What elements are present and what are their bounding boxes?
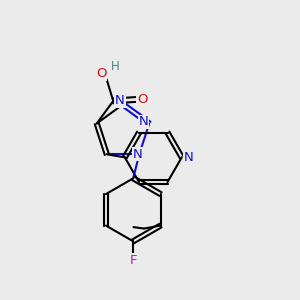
Text: O: O	[96, 68, 106, 80]
Text: N: N	[115, 94, 125, 107]
Text: O: O	[137, 93, 148, 106]
Text: F: F	[130, 254, 137, 267]
Text: H: H	[111, 60, 119, 73]
Text: N: N	[133, 148, 142, 161]
Text: N: N	[139, 116, 149, 128]
Text: N: N	[184, 151, 193, 164]
